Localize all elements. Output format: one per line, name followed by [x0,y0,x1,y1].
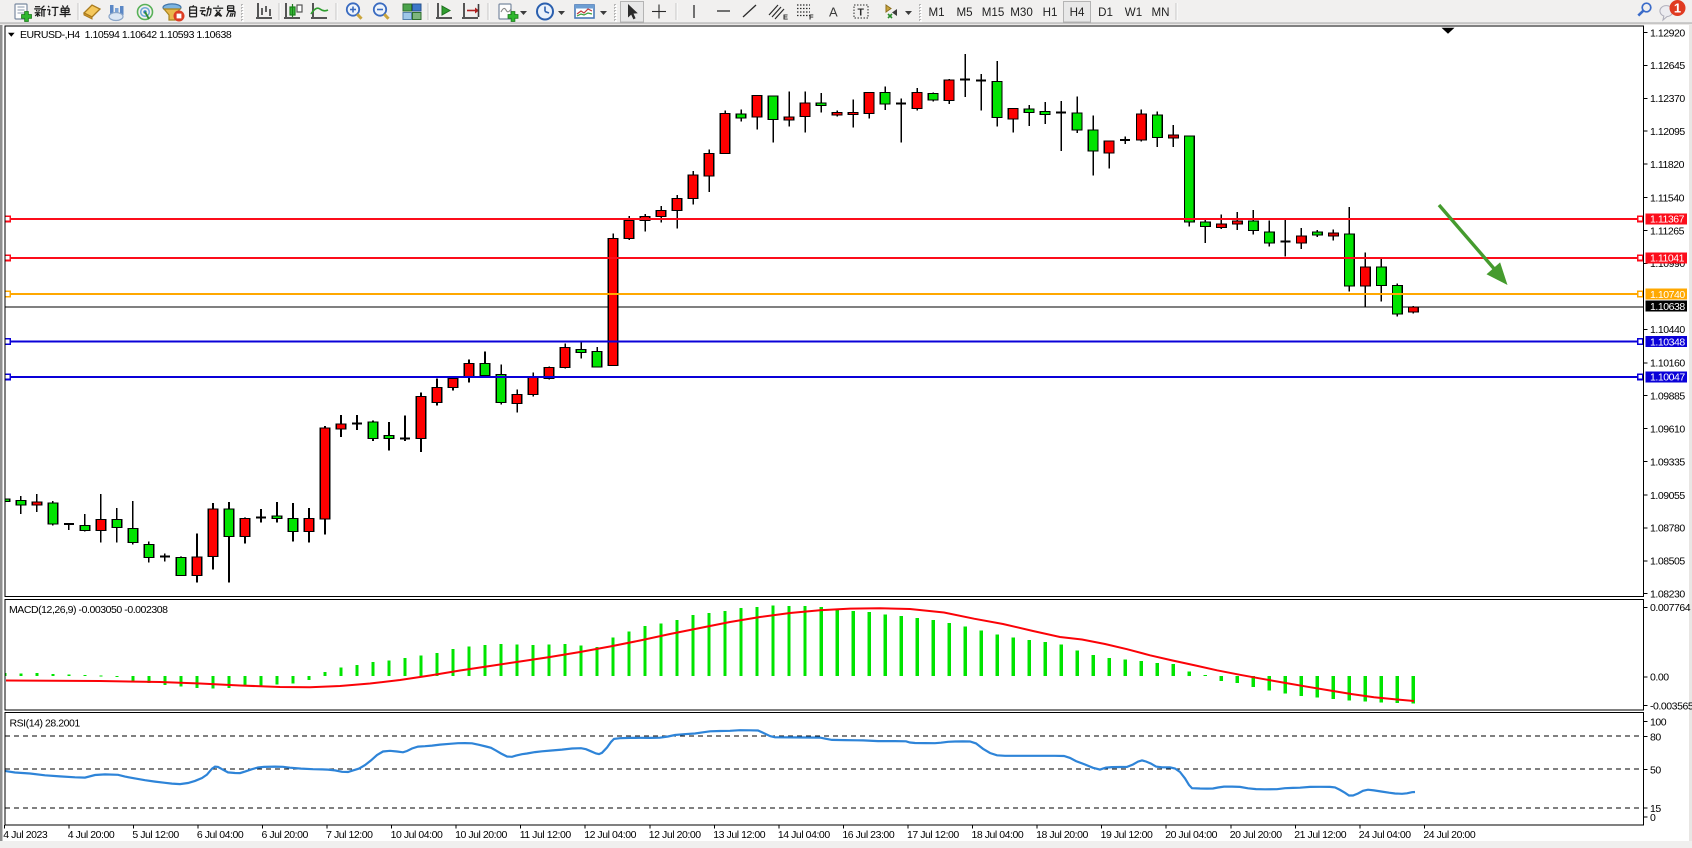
svg-text:7 Jul 12:00: 7 Jul 12:00 [326,829,373,841]
svg-text:20 Jul 04:00: 20 Jul 04:00 [1165,829,1217,841]
svg-text:1.12645: 1.12645 [1650,60,1685,72]
svg-text:MN: MN [1151,6,1169,19]
svg-text:1.10740: 1.10740 [1650,289,1685,301]
svg-text:1.11367: 1.11367 [1650,214,1685,226]
svg-text:10 Jul 20:00: 10 Jul 20:00 [455,829,507,841]
svg-text:1.09610: 1.09610 [1650,423,1685,435]
svg-text:100: 100 [1650,716,1667,728]
svg-text:M15: M15 [982,6,1005,19]
svg-text:24 Jul 04:00: 24 Jul 04:00 [1359,829,1411,841]
svg-text:MACD(12,26,9) -0.003050 -0.002: MACD(12,26,9) -0.003050 -0.002308 [9,604,168,616]
svg-text:4 Jul 20:00: 4 Jul 20:00 [68,829,115,841]
svg-text:50: 50 [1650,764,1661,776]
svg-text:0.007764: 0.007764 [1650,602,1691,614]
svg-text:19 Jul 12:00: 19 Jul 12:00 [1101,829,1153,841]
svg-text:4 Jul 2023: 4 Jul 2023 [3,829,48,841]
svg-text:M5: M5 [956,6,972,19]
svg-text:1.09055: 1.09055 [1650,490,1685,502]
svg-text:1.10047: 1.10047 [1650,372,1685,384]
svg-text:1.12095: 1.12095 [1650,126,1685,138]
svg-text:11 Jul 12:00: 11 Jul 12:00 [520,829,572,841]
svg-text:1.12920: 1.12920 [1650,27,1685,39]
svg-text:0: 0 [1650,812,1656,824]
svg-text:1.08230: 1.08230 [1650,589,1685,601]
svg-text:1.10348: 1.10348 [1650,336,1685,348]
svg-text:1.10440: 1.10440 [1650,324,1685,336]
svg-text:H1: H1 [1043,6,1058,19]
svg-text:1.11265: 1.11265 [1650,225,1685,237]
svg-text:18 Jul 20:00: 18 Jul 20:00 [1036,829,1088,841]
svg-text:18 Jul 04:00: 18 Jul 04:00 [972,829,1024,841]
svg-text:H4: H4 [1070,6,1085,19]
svg-text:14 Jul 04:00: 14 Jul 04:00 [778,829,830,841]
svg-text:1.08780: 1.08780 [1650,523,1685,535]
svg-text:0.00: 0.00 [1650,672,1669,684]
svg-text:1.11820: 1.11820 [1650,159,1685,171]
svg-text:RSI(14) 28.2001: RSI(14) 28.2001 [10,718,81,730]
svg-text:D1: D1 [1098,6,1113,19]
svg-text:1: 1 [1674,1,1681,16]
svg-text:T: T [858,7,865,19]
svg-text:24 Jul 20:00: 24 Jul 20:00 [1423,829,1475,841]
svg-text:12 Jul 04:00: 12 Jul 04:00 [584,829,636,841]
svg-text:1.11540: 1.11540 [1650,192,1685,204]
svg-text:15: 15 [1650,803,1661,815]
svg-text:6 Jul 04:00: 6 Jul 04:00 [197,829,244,841]
svg-text:1.08505: 1.08505 [1650,556,1685,568]
svg-text:12 Jul 20:00: 12 Jul 20:00 [649,829,701,841]
svg-text:M1: M1 [928,6,944,19]
svg-text:80: 80 [1650,731,1661,743]
svg-text:16 Jul 23:00: 16 Jul 23:00 [842,829,894,841]
svg-text:1.09335: 1.09335 [1650,456,1685,468]
svg-text:13 Jul 12:00: 13 Jul 12:00 [713,829,765,841]
svg-text:W1: W1 [1125,6,1142,19]
svg-text:1.09885: 1.09885 [1650,391,1685,403]
svg-text:5 Jul 12:00: 5 Jul 12:00 [132,829,179,841]
svg-text:17 Jul 12:00: 17 Jul 12:00 [907,829,959,841]
svg-text:EURUSD-,H4 1.10594 1.10642 1.: EURUSD-,H4 1.10594 1.10642 1.10593 1.106… [20,29,232,41]
svg-text:1.12370: 1.12370 [1650,93,1685,105]
svg-text:10 Jul 04:00: 10 Jul 04:00 [391,829,443,841]
svg-text:1.10160: 1.10160 [1650,358,1685,370]
svg-text:21 Jul 12:00: 21 Jul 12:00 [1294,829,1346,841]
svg-text:A: A [829,5,838,20]
svg-text:1.11041: 1.11041 [1650,253,1685,265]
svg-text:20 Jul 20:00: 20 Jul 20:00 [1230,829,1282,841]
svg-text:1.10638: 1.10638 [1650,301,1685,313]
svg-text:E: E [783,13,788,22]
svg-text:6 Jul 20:00: 6 Jul 20:00 [262,829,309,841]
svg-text:M30: M30 [1010,6,1033,19]
svg-text:-0.003565: -0.003565 [1650,701,1692,713]
svg-text:F: F [809,13,814,22]
